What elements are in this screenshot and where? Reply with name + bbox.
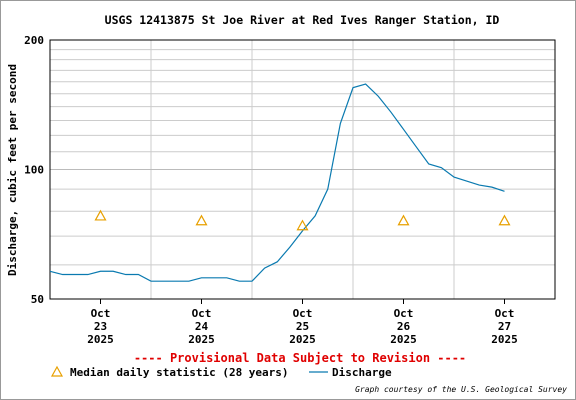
notice: ---- Provisional Data Subject to Revisio… <box>134 351 466 365</box>
credit: Graph courtesy of the U.S. Geological Su… <box>355 385 567 394</box>
y-tick-label: 50 <box>31 293 44 306</box>
median-marker <box>498 214 511 226</box>
y-tick-label: 200 <box>24 34 44 47</box>
legend-marker <box>50 365 64 377</box>
x-tick-label: Oct 27 2025 <box>491 307 518 346</box>
discharge-line <box>49 83 505 282</box>
median-marker <box>94 209 107 221</box>
chart-title: USGS 12413875 St Joe River at Red Ives R… <box>105 13 500 27</box>
y-tick-label: 100 <box>24 164 44 177</box>
x-tick-label: Oct 23 2025 <box>87 307 114 346</box>
legend-label: Discharge <box>332 366 392 379</box>
x-tick-label: Oct 25 2025 <box>289 307 316 346</box>
median-marker <box>296 219 309 231</box>
x-tick-label: Oct 24 2025 <box>188 307 215 346</box>
x-tick-label: Oct 26 2025 <box>390 307 417 346</box>
y-axis-label: Discharge, cubic feet per second <box>6 64 19 276</box>
median-marker <box>397 214 410 226</box>
legend-label: Median daily statistic (28 years) <box>70 366 289 379</box>
median-marker <box>195 214 208 226</box>
